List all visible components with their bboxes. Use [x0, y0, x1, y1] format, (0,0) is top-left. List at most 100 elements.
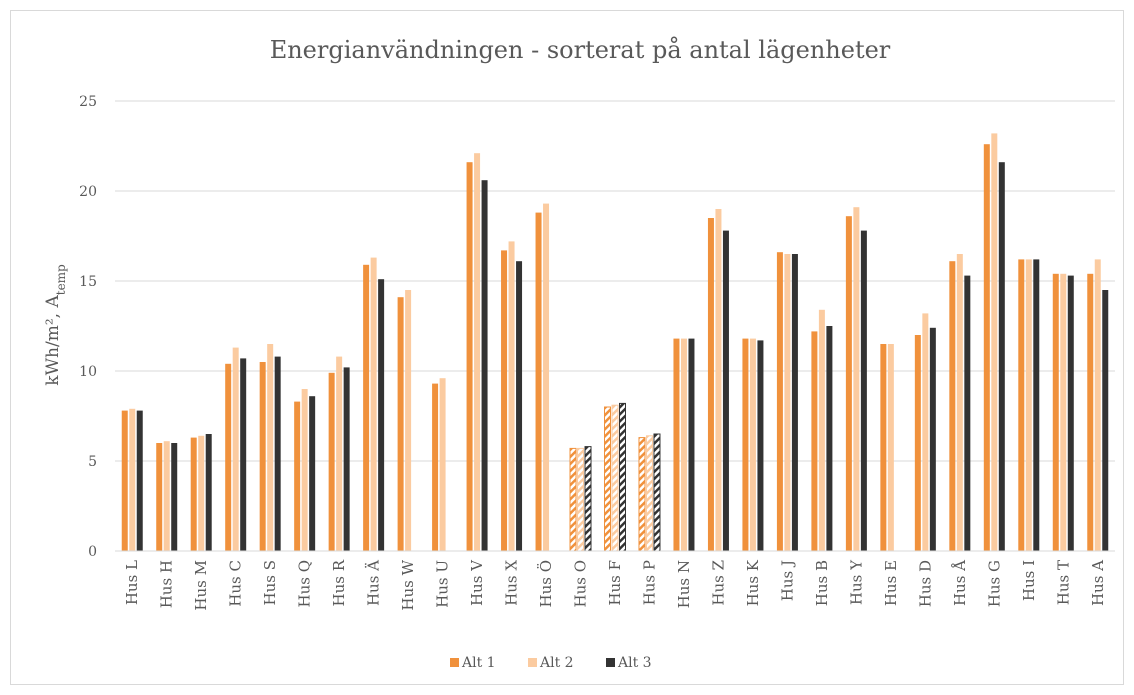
x-tick-label: Hus D: [916, 560, 934, 607]
bar: [481, 180, 488, 551]
bar: [501, 250, 508, 551]
bar: [818, 309, 825, 551]
bar: [370, 257, 377, 551]
bar: [673, 338, 680, 551]
bar: [638, 437, 646, 552]
x-tick-label: Hus V: [468, 559, 486, 606]
bar: [301, 389, 308, 551]
bar: [956, 254, 963, 551]
bar: [294, 401, 301, 551]
bar: [378, 279, 385, 551]
x-tick-label: Hus P: [640, 560, 658, 605]
x-tick-label: Hus Ä: [365, 560, 383, 606]
x-tick-label: Hus W: [399, 559, 417, 610]
x-tick-label: Hus M: [192, 560, 210, 611]
bar: [757, 340, 764, 551]
bar: [784, 254, 791, 551]
bar: [922, 313, 929, 551]
bar: [535, 212, 542, 551]
bar: [1102, 290, 1109, 551]
bar: [343, 367, 350, 551]
x-tick-label: Hus A: [1089, 560, 1107, 606]
bar: [543, 203, 550, 551]
bar: [998, 162, 1005, 551]
bar: [929, 327, 936, 551]
bar: [171, 443, 178, 551]
bar: [811, 331, 818, 551]
legend-label: Alt 3: [617, 655, 652, 671]
bar: [240, 358, 247, 551]
x-tick-label: Hus S: [261, 560, 279, 605]
bar: [1025, 259, 1032, 551]
legend-swatch: [606, 658, 615, 667]
bar: [1018, 259, 1025, 551]
x-tick-label: Hus C: [227, 560, 245, 607]
bar: [274, 356, 281, 551]
bar: [474, 153, 481, 551]
bar: [336, 356, 343, 551]
legend-swatch: [450, 658, 459, 667]
y-tick-label: 25: [79, 94, 97, 110]
x-tick-label: Hus T: [1054, 560, 1072, 605]
bar: [983, 144, 990, 551]
bar: [432, 383, 439, 551]
bar: [645, 435, 653, 552]
bar: [776, 252, 783, 551]
x-tick-label: Hus E: [882, 560, 900, 606]
bar: [136, 410, 143, 551]
bar: [845, 216, 852, 551]
bar: [205, 434, 212, 551]
bar: [439, 378, 446, 551]
x-tick-label: Hus Ö: [537, 560, 555, 608]
bar: [259, 362, 266, 551]
bar: [309, 396, 316, 551]
bar: [584, 446, 592, 552]
bar: [569, 447, 577, 552]
bar: [991, 133, 998, 551]
bar: [949, 261, 956, 551]
x-tick-label: Hus B: [813, 560, 831, 606]
x-tick-label: Hus F: [606, 560, 624, 606]
y-tick-label: 10: [79, 364, 97, 380]
bar: [826, 326, 833, 551]
bar: [508, 241, 515, 551]
bar: [688, 338, 695, 551]
legend-swatch: [528, 658, 537, 667]
x-tick-label: Hus H: [158, 560, 176, 608]
bar: [163, 441, 170, 551]
y-tick-label: 20: [79, 184, 97, 200]
y-axis-label-main: kWh/m², A: [43, 295, 63, 386]
bar: [853, 207, 860, 551]
bar: [232, 347, 239, 551]
x-tick-label: Hus X: [503, 560, 521, 606]
x-tick-label: Hus L: [123, 560, 141, 605]
chart-title: Energianvändningen - sorterat på antal l…: [270, 35, 891, 64]
x-tick-label: Hus Y: [847, 559, 865, 605]
y-axis-label-sub: temp: [54, 264, 68, 295]
bar: [860, 230, 867, 551]
bar: [653, 433, 661, 552]
bar: [749, 338, 756, 551]
bar: [129, 408, 136, 551]
legend-label: Alt 1: [461, 655, 496, 671]
bar: [1094, 259, 1101, 551]
bar: [619, 402, 626, 552]
x-tick-label: Hus O: [572, 560, 590, 608]
bar: [742, 338, 749, 551]
bar: [190, 437, 197, 551]
bar: [328, 372, 335, 551]
chart-frame: [10, 10, 1124, 685]
bar: [722, 230, 729, 551]
x-tick-label: Hus Z: [709, 560, 727, 606]
x-tick-label: Hus N: [675, 560, 693, 608]
bar: [363, 264, 370, 551]
bar: [405, 290, 412, 551]
y-tick-label: 5: [88, 454, 97, 470]
bar: [397, 297, 404, 551]
bar: [604, 406, 611, 552]
bar: [1052, 273, 1059, 551]
bar: [707, 218, 714, 551]
bar: [577, 447, 585, 552]
bar: [1067, 275, 1074, 551]
